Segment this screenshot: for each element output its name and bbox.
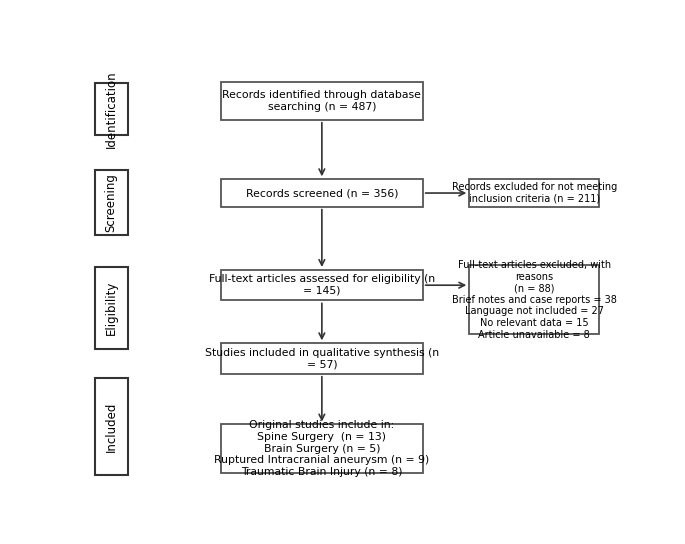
FancyBboxPatch shape [221,343,423,374]
Text: Eligibility: Eligibility [105,281,118,336]
Text: Records identified through database
searching (n = 487): Records identified through database sear… [223,90,421,112]
FancyBboxPatch shape [469,265,599,335]
FancyBboxPatch shape [95,268,127,349]
Text: Full-text articles excluded, with
reasons
(n = 88)
Brief notes and case reports : Full-text articles excluded, with reason… [452,260,616,339]
FancyBboxPatch shape [221,180,423,207]
Text: Records excluded for not meeting
inclusion criteria (n = 211): Records excluded for not meeting inclusi… [451,182,616,204]
FancyBboxPatch shape [469,180,599,207]
Text: Identification: Identification [105,71,118,148]
FancyBboxPatch shape [221,270,423,300]
Text: Studies included in qualitative synthesis (n
= 57): Studies included in qualitative synthesi… [205,348,439,369]
Text: Records screened (n = 356): Records screened (n = 356) [246,188,398,198]
Text: Screening: Screening [105,173,118,232]
Text: Included: Included [105,401,118,452]
FancyBboxPatch shape [95,170,127,235]
FancyBboxPatch shape [221,82,423,120]
Text: Original studies include in:
Spine Surgery  (n = 13)
Brain Surgery (n = 5)
Ruptu: Original studies include in: Spine Surge… [214,421,429,477]
Text: Full-text articles assessed for eligibility (n
= 145): Full-text articles assessed for eligibil… [209,274,435,296]
FancyBboxPatch shape [95,378,127,474]
FancyBboxPatch shape [221,424,423,473]
FancyBboxPatch shape [95,83,127,135]
